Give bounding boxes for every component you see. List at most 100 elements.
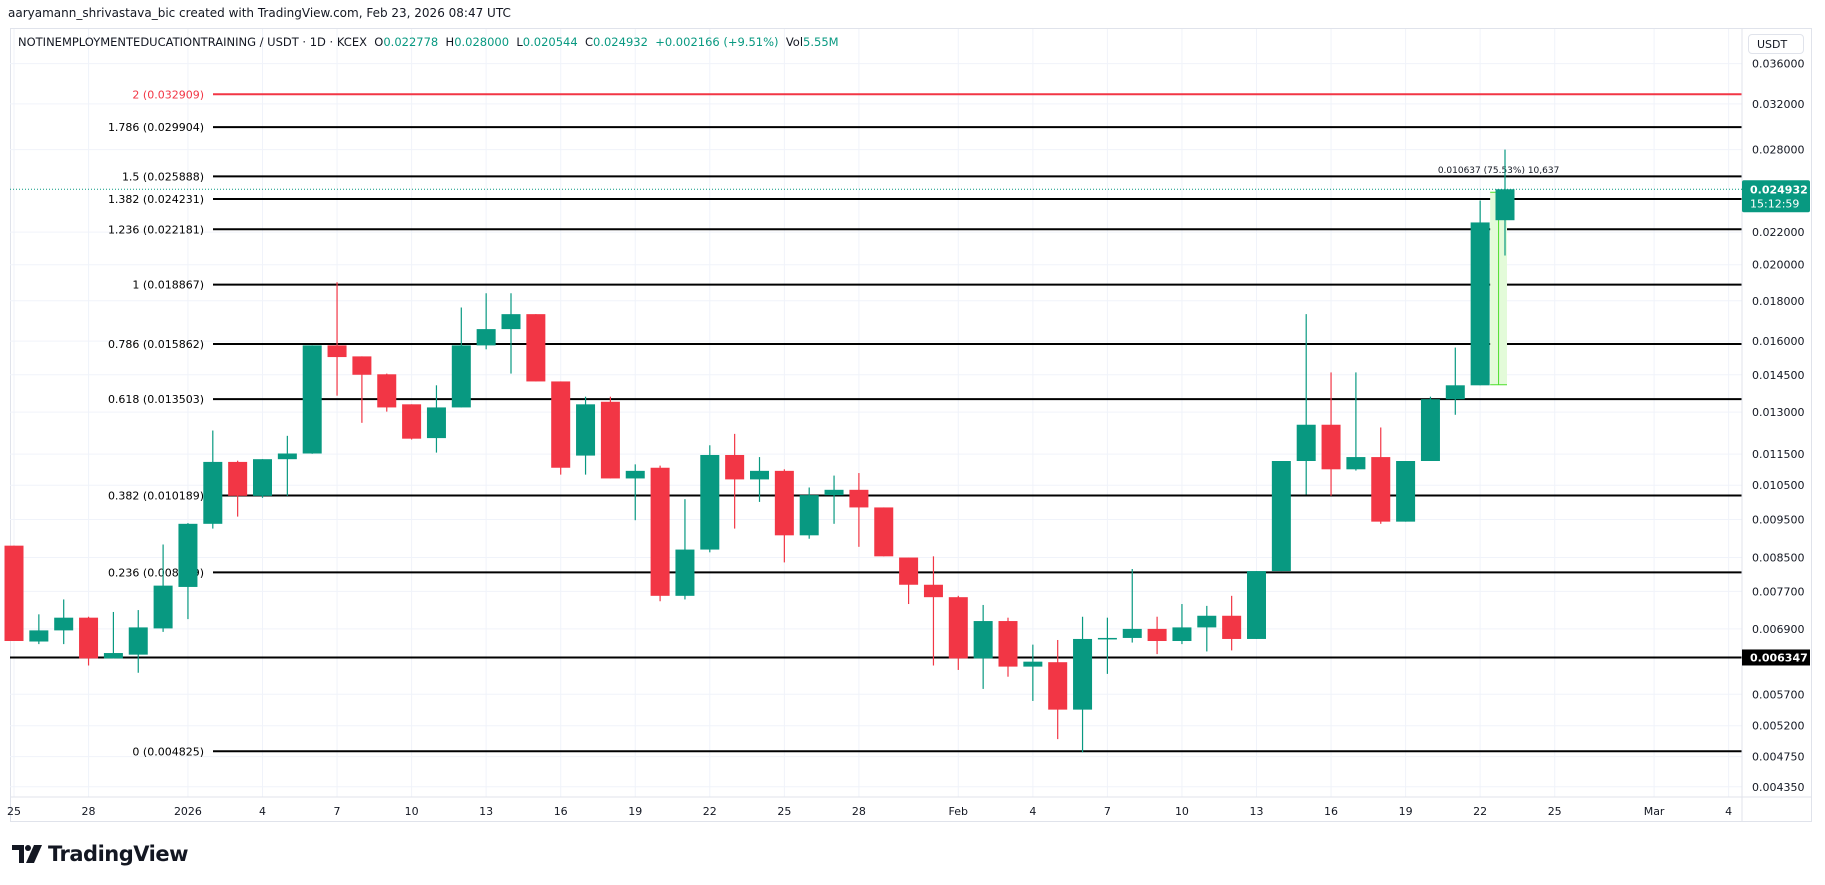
candle[interactable] (54, 599, 74, 645)
candle[interactable] (1073, 616, 1093, 753)
candle-body (277, 453, 297, 460)
candle-body (377, 374, 397, 408)
candle[interactable] (725, 433, 745, 529)
candle[interactable] (1247, 571, 1266, 639)
candle[interactable] (178, 523, 198, 620)
candle-body (824, 489, 844, 496)
candle[interactable] (700, 445, 720, 553)
price-tick-label: 0.004750 (1752, 751, 1805, 764)
horizontal-line-price-badge (1742, 649, 1810, 666)
time-tick-label: 19 (628, 805, 642, 818)
candle[interactable] (600, 396, 620, 479)
candle-body (1247, 571, 1266, 639)
time-tick-label: 16 (554, 805, 568, 818)
candle[interactable] (4, 545, 24, 642)
candle-body (700, 454, 720, 550)
candle[interactable] (799, 487, 819, 539)
time-tick-label: 4 (1725, 805, 1732, 818)
candle-body (1420, 399, 1440, 462)
candle[interactable] (451, 307, 471, 408)
candle[interactable] (277, 435, 297, 496)
candle[interactable] (476, 293, 496, 350)
candle[interactable] (128, 610, 148, 673)
candle[interactable] (253, 459, 272, 498)
candle[interactable] (153, 544, 173, 632)
candle-body (551, 381, 571, 468)
fib-level-label: 0.786 (0.015862) (108, 338, 204, 351)
candle[interactable] (1122, 568, 1142, 643)
candle[interactable] (302, 345, 322, 454)
candle[interactable] (1470, 200, 1490, 386)
time-tick-label: 13 (1250, 805, 1264, 818)
candle[interactable] (1420, 396, 1440, 462)
candle[interactable] (1346, 372, 1366, 471)
price-tick-label: 0.009500 (1752, 513, 1805, 526)
candle[interactable] (948, 595, 968, 670)
candle[interactable] (228, 460, 248, 517)
candle[interactable] (402, 404, 422, 440)
candle-body (526, 314, 546, 382)
fib-retracement: 2 (0.032909) 1.786 (0.029904) 1.5 (0.02588… (10, 88, 1742, 758)
candle[interactable] (1048, 639, 1068, 740)
candle[interactable] (29, 614, 49, 645)
candle[interactable] (1197, 605, 1217, 652)
candle-body (625, 470, 645, 479)
candle[interactable] (1371, 427, 1391, 524)
candle[interactable] (675, 499, 695, 600)
price-tick-label: 0.020000 (1752, 259, 1805, 272)
candle[interactable] (551, 381, 571, 475)
candle[interactable] (1271, 461, 1291, 572)
candle[interactable] (526, 314, 546, 382)
price-tick-label: 0.022000 (1752, 226, 1805, 239)
candle[interactable] (625, 464, 645, 521)
candle[interactable] (923, 556, 943, 666)
candle[interactable] (774, 469, 794, 563)
candle[interactable] (1023, 644, 1043, 701)
candle[interactable] (1296, 314, 1316, 495)
candle[interactable] (203, 430, 223, 529)
candle-body (650, 467, 670, 596)
candle-body (1271, 461, 1291, 572)
candle[interactable] (973, 604, 993, 689)
candle[interactable] (1495, 149, 1515, 256)
candle-body (874, 507, 894, 557)
candle[interactable] (899, 557, 919, 605)
time-tick-label: 22 (1473, 805, 1487, 818)
candle[interactable] (824, 475, 844, 524)
candle[interactable] (1147, 616, 1167, 655)
candle[interactable] (79, 616, 99, 666)
tradingview-logo-text: TradingView (48, 842, 188, 866)
candle[interactable] (352, 356, 372, 423)
candle[interactable] (1222, 595, 1242, 651)
candle[interactable] (1445, 347, 1465, 415)
low-value: 0.020544 (522, 35, 578, 49)
candle[interactable] (426, 385, 446, 453)
symbol-info[interactable]: NOTINEMPLOYMENTEDUCATIONTRAINING / USDT … (18, 35, 367, 49)
candle-body (352, 356, 372, 375)
tradingview-logo: TradingView (12, 842, 188, 866)
candle[interactable] (1396, 461, 1416, 522)
candle[interactable] (501, 293, 521, 374)
candle[interactable] (650, 465, 670, 602)
candle[interactable] (576, 396, 596, 475)
candle[interactable] (849, 473, 869, 547)
candle-body (600, 401, 620, 479)
candle[interactable] (1097, 617, 1117, 674)
price-range-measure: 0.010637 (75.53%) 10,637 (1438, 166, 1559, 386)
candle[interactable] (377, 373, 397, 412)
candle-body (402, 404, 422, 439)
price-scale-unit[interactable]: USDT (1748, 34, 1804, 54)
candle[interactable] (327, 282, 347, 396)
candle[interactable] (874, 507, 894, 557)
time-tick-label: 16 (1324, 805, 1338, 818)
candle[interactable] (1172, 604, 1192, 645)
candle[interactable] (750, 457, 769, 502)
candle[interactable] (103, 611, 123, 659)
candle-body (774, 470, 794, 536)
candle[interactable] (998, 617, 1018, 677)
candle-body (1172, 627, 1192, 642)
candle[interactable] (1321, 372, 1341, 496)
time-tick-label: 25 (777, 805, 791, 818)
candle-body (675, 549, 695, 596)
